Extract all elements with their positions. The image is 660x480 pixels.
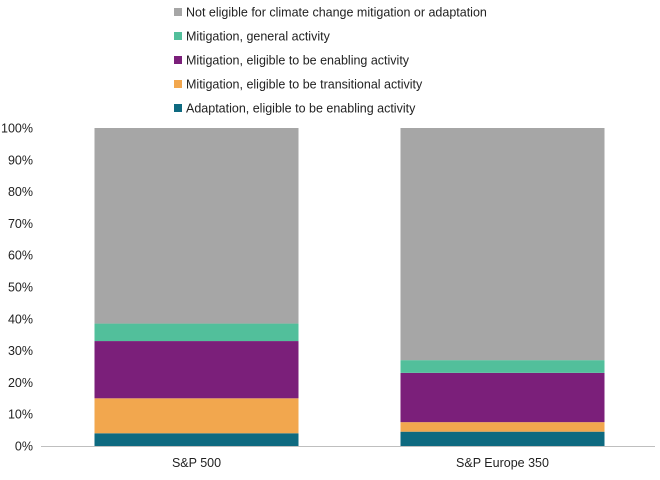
legend-swatch — [174, 80, 182, 88]
legend-label: Mitigation, general activity — [186, 30, 331, 44]
legend-label: Adaptation, eligible to be enabling acti… — [186, 102, 416, 116]
bar-segment — [400, 422, 605, 432]
bar-segment — [400, 360, 605, 373]
legend-swatch — [174, 32, 182, 40]
y-tick-label: 60% — [8, 249, 33, 263]
bar-segment — [94, 433, 299, 446]
bars — [94, 128, 605, 446]
y-tick-label: 0% — [15, 440, 33, 454]
y-axis: 0% 10% 20% 30% 40% 50% 60% 70% 80% 90% 100% — [1, 122, 33, 454]
bar-segment — [94, 128, 299, 324]
bar-segment — [400, 372, 605, 423]
bar-segment — [94, 398, 299, 434]
bar-segment — [400, 128, 605, 361]
x-axis: S&P 500 S&P Europe 350 — [41, 446, 655, 470]
y-tick-label: 40% — [8, 312, 33, 326]
y-tick-label: 90% — [8, 153, 33, 167]
bar-segment — [94, 341, 299, 399]
y-tick-label: 70% — [8, 217, 33, 231]
y-tick-label: 80% — [8, 185, 33, 199]
legend-swatch — [174, 8, 182, 16]
legend-swatch — [174, 104, 182, 112]
y-tick-label: 100% — [1, 122, 33, 136]
legend: Not eligible for climate change mitigati… — [174, 6, 487, 116]
x-category-label: S&P 500 — [172, 456, 221, 470]
y-tick-label: 10% — [8, 408, 33, 422]
bar-segment — [94, 323, 299, 342]
x-category-label: S&P Europe 350 — [456, 456, 549, 470]
legend-swatch — [174, 56, 182, 64]
legend-label: Mitigation, eligible to be transitional … — [186, 78, 423, 92]
bar-segment — [400, 431, 605, 446]
y-tick-label: 30% — [8, 344, 33, 358]
y-tick-label: 50% — [8, 281, 33, 295]
legend-label: Mitigation, eligible to be enabling acti… — [186, 54, 410, 68]
legend-label: Not eligible for climate change mitigati… — [186, 6, 487, 20]
y-tick-label: 20% — [8, 376, 33, 390]
